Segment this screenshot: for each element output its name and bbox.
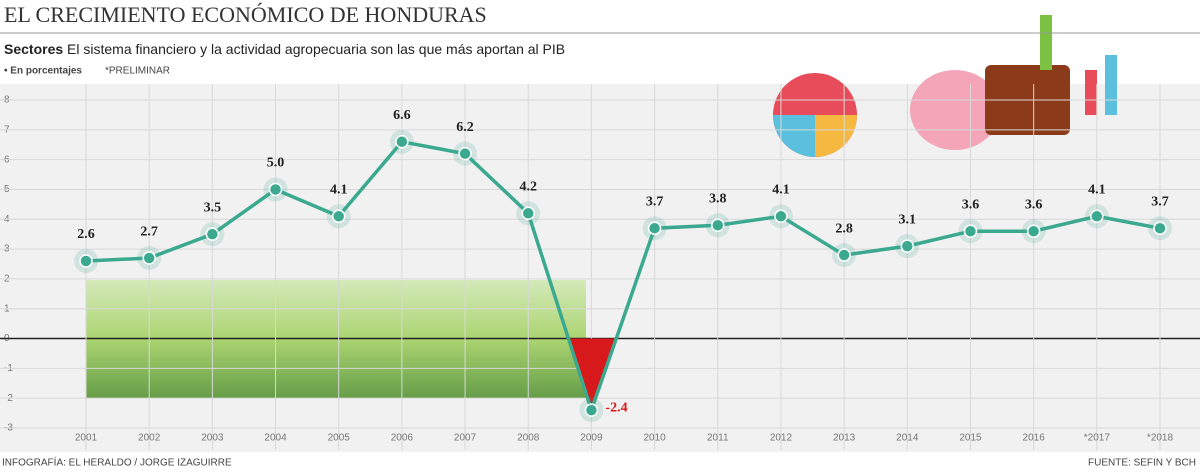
finance-illustration	[773, 15, 1117, 157]
point	[521, 206, 535, 221]
value-label: 3.1	[899, 212, 917, 227]
preliminary-note: *PRELIMINAR	[105, 66, 170, 77]
point	[584, 403, 599, 417]
point	[711, 218, 725, 232]
x-tick-label: 2006	[391, 433, 414, 444]
point	[963, 224, 978, 238]
unit-note: • En porcentajes	[4, 66, 82, 77]
value-label: 3.6	[1025, 197, 1043, 212]
x-tick-label: *2017	[1084, 433, 1111, 444]
x-tick-label: 2002	[138, 433, 161, 444]
point	[837, 248, 851, 262]
value-label: -2.4	[605, 400, 627, 415]
point	[79, 254, 93, 268]
value-label: 4.1	[1088, 183, 1106, 198]
x-tick-label: *2018	[1147, 433, 1174, 444]
point	[268, 182, 283, 197]
x-tick-label: 2009	[580, 433, 603, 444]
value-label: 4.1	[772, 183, 790, 198]
value-label: 6.2	[456, 120, 474, 135]
subtitle-label: Sectores	[4, 41, 63, 57]
point	[1026, 224, 1041, 238]
point	[331, 209, 346, 224]
growth-line	[85, 139, 1161, 416]
subtitle: Sectores El sistema financiero y la acti…	[4, 41, 565, 57]
value-label: 3.7	[646, 194, 664, 209]
x-tick-label: 2014	[896, 433, 919, 444]
value-label: 2.6	[77, 227, 95, 242]
x-tick-label: 2007	[454, 433, 477, 444]
source: FUENTE: SEFIN Y BCH	[1088, 458, 1196, 469]
x-tick-label: 2012	[770, 433, 793, 444]
point	[205, 227, 220, 241]
x-tick-label: 2008	[517, 433, 540, 444]
chart-title: EL CRECIMIENTO ECONÓMICO DE HONDURAS	[4, 2, 487, 27]
value-label: 4.1	[330, 183, 348, 198]
x-tick-label: 2010	[643, 433, 666, 444]
value-label: 5.0	[267, 156, 285, 171]
point	[900, 239, 915, 253]
value-label: 4.2	[519, 180, 537, 195]
value-label: 3.8	[709, 191, 727, 206]
credit: INFOGRAFÍA: EL HERALDO / JORGE IZAGUIRRE	[2, 456, 232, 469]
value-label: 3.5	[204, 200, 222, 215]
point	[458, 146, 472, 161]
negative-area	[568, 338, 617, 411]
point	[1153, 221, 1167, 235]
x-tick-label: 2015	[959, 433, 982, 444]
x-tick-label: 2016	[1023, 433, 1046, 444]
point	[774, 209, 788, 224]
subtitle-text: El sistema financiero y la actividad agr…	[67, 41, 565, 57]
x-tick-label: 2001	[75, 433, 98, 444]
point	[142, 251, 156, 265]
point	[395, 134, 409, 149]
x-tick-label: 2003	[201, 433, 224, 444]
value-label: 2.7	[140, 224, 158, 239]
x-tick-label: 2004	[264, 433, 287, 444]
value-label: 2.8	[835, 221, 853, 236]
x-tick-label: 2011	[707, 433, 729, 444]
point	[1090, 209, 1104, 224]
value-label: 6.6	[393, 108, 411, 123]
point	[647, 221, 662, 235]
value-label: 3.7	[1151, 194, 1169, 209]
value-label: 3.6	[962, 197, 980, 212]
x-tick-label: 2013	[833, 433, 856, 444]
x-tick-label: 2005	[328, 433, 351, 444]
